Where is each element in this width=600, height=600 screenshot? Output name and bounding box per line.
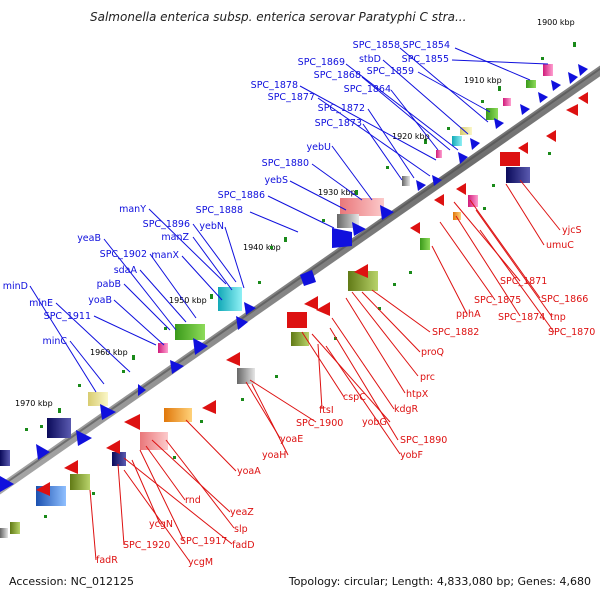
gene-label-reverse[interactable]: yobG	[362, 417, 387, 428]
forward-leaders	[29, 47, 549, 393]
gene-label-forward[interactable]: SPC_1902	[100, 249, 147, 260]
gene-label-reverse[interactable]: yoaH	[262, 450, 286, 461]
gene-label-forward[interactable]: yoaB	[88, 295, 112, 306]
kbp-label: 1920 kbp	[392, 132, 430, 141]
kbp-label: 1900 kbp	[537, 18, 575, 27]
gene-label-forward[interactable]: pabB	[97, 279, 121, 290]
gene-label-reverse[interactable]: yoaA	[237, 466, 261, 477]
genome-title: Salmonella enterica subsp. enterica sero…	[90, 10, 467, 24]
gene-label-forward[interactable]: manZ	[161, 232, 189, 243]
gene-label-reverse[interactable]: tnp	[550, 312, 566, 323]
gene-label-reverse[interactable]: SPC_1874	[498, 312, 545, 323]
gene-label-reverse[interactable]: cspC	[343, 392, 366, 403]
gene-label-forward[interactable]: SPC_1854	[403, 40, 450, 51]
gene-label-reverse[interactable]: fadD	[232, 540, 255, 551]
gene-label-forward[interactable]: SPC_1880	[262, 158, 309, 169]
gene-label-forward[interactable]: SPC_1877	[268, 92, 315, 103]
gene-label-reverse[interactable]: ycgM	[188, 557, 213, 568]
gene-label-reverse[interactable]: slp	[234, 524, 248, 535]
gene-label-forward[interactable]: SPC_1896	[143, 219, 190, 230]
gene-label-forward[interactable]: manX	[151, 250, 179, 261]
gene-label-forward[interactable]: SPC_1868	[314, 70, 361, 81]
gene-label-forward[interactable]: yebU	[307, 142, 331, 153]
gene-label-reverse[interactable]: kdgR	[394, 404, 419, 415]
forward-feature-blocks	[0, 64, 553, 466]
gene-label-forward[interactable]: stbD	[359, 54, 381, 65]
gene-label-forward[interactable]: SPC_1864	[344, 84, 391, 95]
reverse-gene-labels: yjcS umuC SPC_1871 SPC_1866 SPC_1875 pph…	[96, 225, 595, 568]
gene-label-forward[interactable]: SPC_1888	[196, 205, 243, 216]
kbp-label: 1930 kbp	[318, 188, 356, 197]
gene-label-reverse[interactable]: yjcS	[562, 225, 582, 236]
kbp-labels: 1900 kbp 1910 kbp 1920 kbp 1930 kbp 1940…	[15, 18, 575, 408]
gene-label-reverse[interactable]: SPC_1920	[123, 540, 170, 551]
gene-label-reverse[interactable]: rnd	[185, 495, 201, 506]
accession-text: Accession: NC_012125	[9, 575, 135, 588]
gene-label-forward[interactable]: SPC_1873	[315, 118, 362, 129]
gene-label-reverse[interactable]: SPC_1882	[432, 327, 479, 338]
gene-label-reverse[interactable]: yoaE	[280, 434, 303, 445]
reverse-feature-blocks	[0, 152, 530, 538]
gene-label-forward[interactable]: yeaB	[77, 233, 101, 244]
gene-label-reverse[interactable]: SPC_1871	[500, 276, 547, 287]
gene-label-forward[interactable]: SPC_1911	[44, 311, 91, 322]
topology-text: Topology: circular; Length: 4,833,080 bp…	[288, 575, 591, 588]
gene-label-reverse[interactable]: SPC_1870	[548, 327, 595, 338]
reverse-dots	[44, 152, 551, 518]
reverse-arrows	[36, 92, 588, 496]
gene-label-forward[interactable]: manY	[119, 204, 146, 215]
kbp-label: 1970 kbp	[15, 399, 53, 408]
gene-label-reverse[interactable]: yeaZ	[230, 507, 254, 518]
gene-label-reverse[interactable]: ycgN	[149, 519, 173, 530]
gene-label-reverse[interactable]: SPC_1875	[474, 295, 521, 306]
forward-gene-labels: SPC_1858 SPC_1854 stbD SPC_1855 SPC_1869…	[3, 40, 450, 347]
kbp-label: 1940 kbp	[243, 243, 281, 252]
gene-label-reverse[interactable]: SPC_1900	[296, 418, 343, 429]
forward-arrows	[0, 64, 588, 492]
kbp-label: 1950 kbp	[169, 296, 207, 305]
gene-label-reverse[interactable]: prc	[420, 372, 435, 383]
gene-label-forward[interactable]: yebS	[264, 175, 288, 186]
gene-label-reverse[interactable]: yobF	[400, 450, 423, 461]
gene-label-reverse[interactable]: umuC	[546, 240, 574, 251]
gene-label-forward[interactable]: sdaA	[114, 265, 138, 276]
gene-label-reverse[interactable]: SPC_1917	[180, 536, 227, 547]
gene-label-forward[interactable]: SPC_1872	[318, 103, 365, 114]
gene-label-forward[interactable]: SPC_1858	[353, 40, 400, 51]
forward-dots	[25, 57, 544, 431]
kbp-ticks	[58, 42, 576, 413]
gene-label-reverse[interactable]: SPC_1866	[541, 294, 588, 305]
gene-label-reverse[interactable]: pphA	[456, 309, 481, 320]
gene-label-forward[interactable]: yebN	[199, 221, 224, 232]
kbp-label: 1910 kbp	[464, 76, 502, 85]
gene-label-forward[interactable]: SPC_1886	[218, 190, 265, 201]
gene-label-forward[interactable]: SPC_1859	[367, 66, 414, 77]
gene-label-forward[interactable]: minC	[42, 336, 67, 347]
reverse-leaders	[89, 179, 561, 563]
gene-label-forward[interactable]: minD	[3, 281, 28, 292]
gene-label-forward[interactable]: SPC_1878	[251, 80, 298, 91]
gene-label-reverse[interactable]: htpX	[406, 389, 429, 400]
gene-label-forward[interactable]: SPC_1855	[402, 54, 449, 65]
genome-backbone	[0, 65, 600, 495]
gene-label-forward[interactable]: SPC_1869	[298, 57, 345, 68]
gene-label-reverse[interactable]: proQ	[421, 347, 444, 358]
gene-label-reverse[interactable]: ftsI	[319, 405, 334, 416]
gene-label-reverse[interactable]: SPC_1890	[400, 435, 447, 446]
gene-label-reverse[interactable]: fadR	[96, 555, 118, 566]
gene-label-forward[interactable]: minE	[29, 298, 53, 309]
